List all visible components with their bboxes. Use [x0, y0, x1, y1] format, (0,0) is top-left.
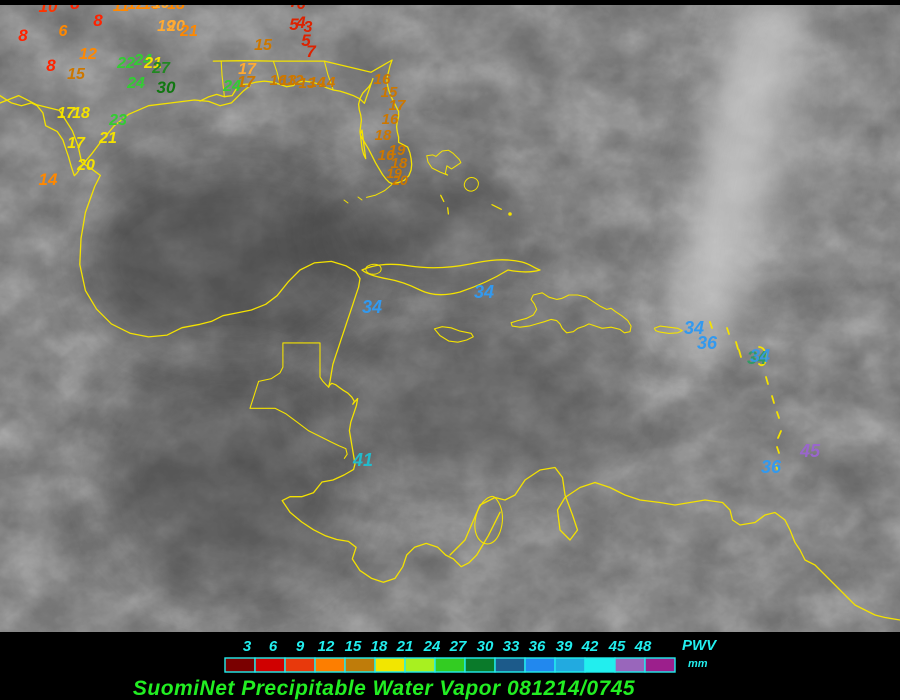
svg-text:21: 21: [396, 638, 414, 655]
svg-text:14: 14: [319, 74, 336, 91]
svg-text:36: 36: [697, 333, 718, 353]
svg-text:30: 30: [477, 638, 494, 655]
svg-text:27: 27: [449, 638, 467, 655]
svg-text:48: 48: [634, 638, 652, 655]
svg-text:8: 8: [46, 56, 56, 75]
svg-text:36: 36: [529, 638, 546, 655]
svg-text:41: 41: [352, 450, 373, 470]
svg-text:21: 21: [179, 23, 198, 40]
svg-text:8: 8: [93, 11, 103, 30]
svg-text:18: 18: [72, 105, 90, 122]
svg-text:14: 14: [39, 170, 58, 189]
svg-text:6: 6: [59, 23, 68, 40]
svg-text:39: 39: [556, 638, 573, 655]
svg-text:23: 23: [108, 112, 127, 129]
svg-text:18: 18: [371, 638, 388, 655]
svg-text:12: 12: [318, 638, 335, 655]
svg-text:21: 21: [98, 130, 117, 147]
svg-text:15: 15: [67, 66, 86, 83]
svg-text:8: 8: [18, 26, 28, 45]
svg-text:27: 27: [151, 60, 171, 77]
svg-text:24: 24: [126, 75, 145, 92]
svg-text:45: 45: [799, 441, 821, 461]
svg-text:9: 9: [296, 638, 305, 655]
svg-text:7: 7: [306, 42, 317, 61]
svg-text:34: 34: [750, 346, 770, 366]
svg-text:33: 33: [503, 638, 520, 655]
svg-text:12: 12: [79, 46, 97, 63]
svg-text:34: 34: [362, 297, 382, 317]
svg-text:6: 6: [269, 638, 278, 655]
svg-text:15: 15: [345, 638, 362, 655]
svg-text:20: 20: [391, 172, 408, 188]
svg-text:15: 15: [254, 37, 273, 54]
svg-text:3: 3: [243, 638, 252, 655]
svg-text:PWV: PWV: [682, 637, 718, 654]
svg-text:42: 42: [581, 638, 599, 655]
svg-text:20: 20: [76, 157, 95, 174]
svg-text:30: 30: [157, 78, 176, 97]
svg-text:45: 45: [608, 638, 626, 655]
svg-text:22: 22: [116, 55, 135, 72]
svg-text:17: 17: [67, 135, 86, 152]
svg-text:mm: mm: [688, 658, 708, 670]
svg-text:34: 34: [474, 282, 494, 302]
svg-text:SuomiNet Precipitable Water Va: SuomiNet Precipitable Water Vapor 081214…: [133, 677, 635, 700]
svg-text:36: 36: [761, 457, 782, 477]
svg-text:24: 24: [423, 638, 441, 655]
svg-text:16: 16: [382, 111, 399, 128]
svg-text:24: 24: [222, 78, 241, 95]
